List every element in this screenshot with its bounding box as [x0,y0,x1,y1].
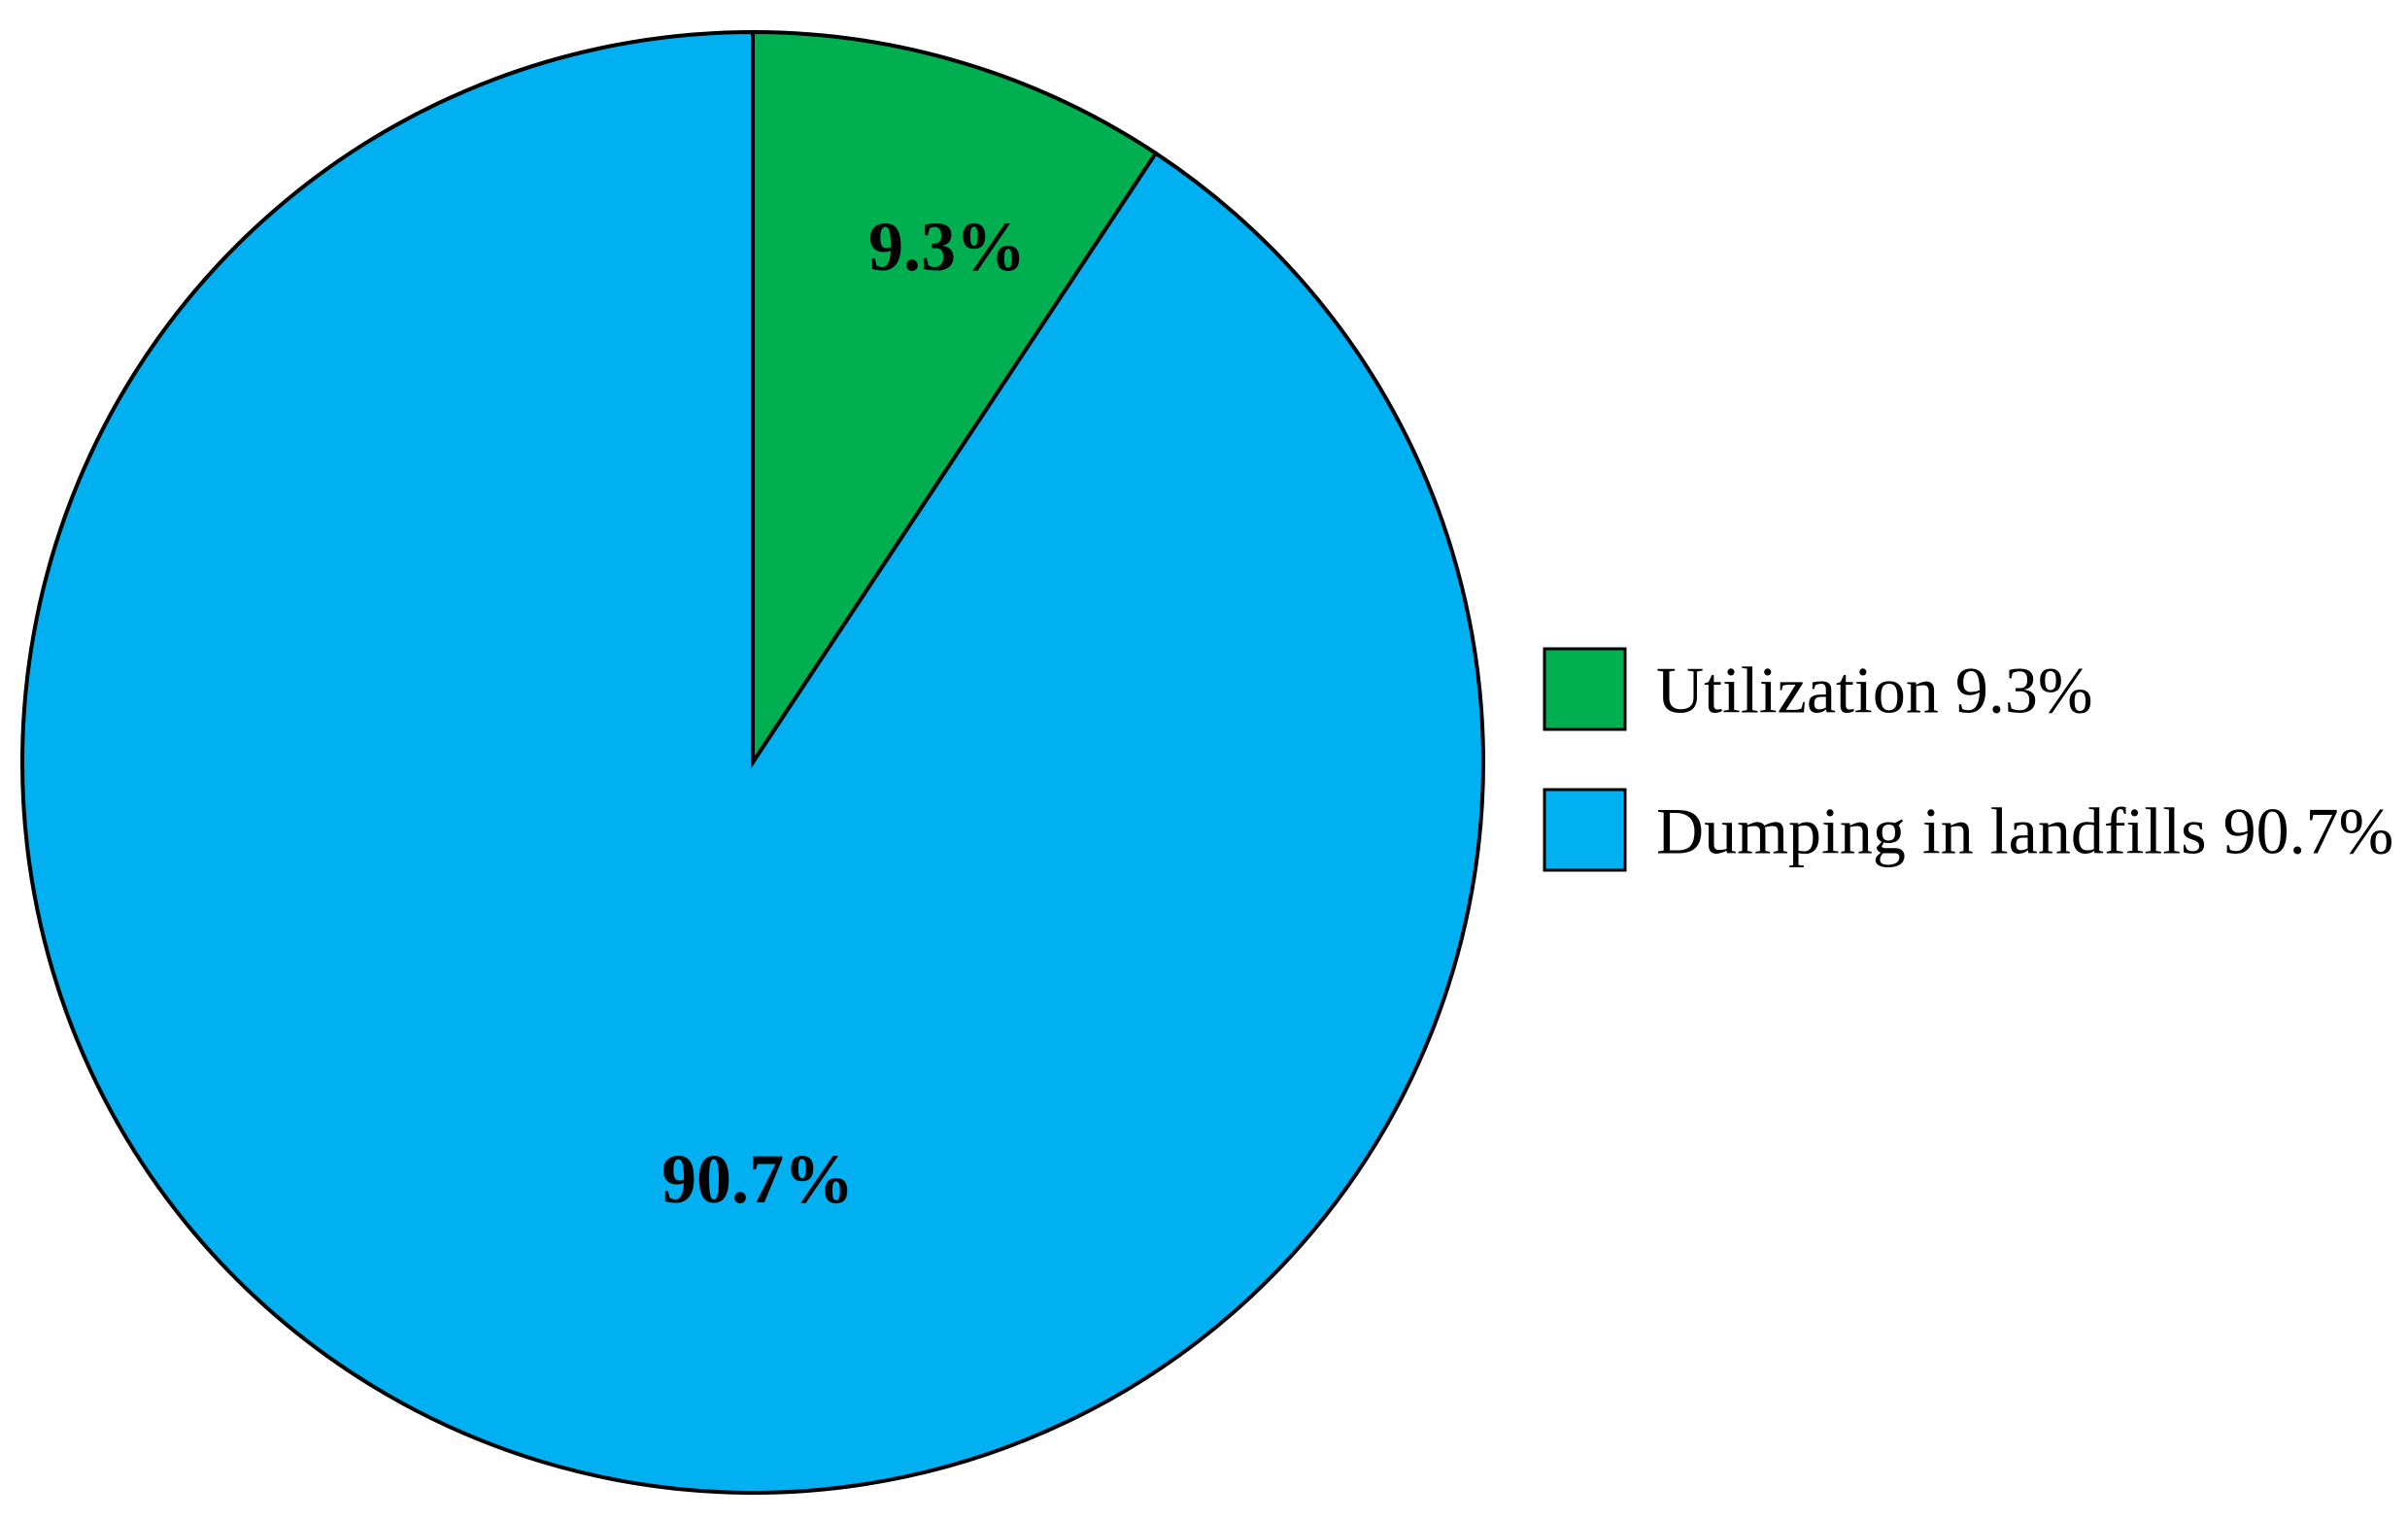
data-label-utilization: 9.3% [868,208,1026,286]
pie-slices [20,29,1485,1495]
legend-swatch-utilization [1543,647,1627,731]
pie-slice-dumping-in-landfills [20,29,1485,1495]
pie-data-labels: 9.3% 90.7% [661,208,1026,1218]
legend-swatch-dumping-in-landfills [1543,788,1627,872]
legend-label-dumping-in-landfills: Dumping in landfills 90.7% [1656,794,2393,868]
pie-slice-utilization [751,29,1159,769]
legend-label-utilization: Utilization 9.3% [1656,654,2092,727]
legend: Utilization 9.3% Dumping in landfills 90.… [1543,647,2393,872]
data-label-dumping-in-landfills: 90.7% [661,1140,854,1218]
